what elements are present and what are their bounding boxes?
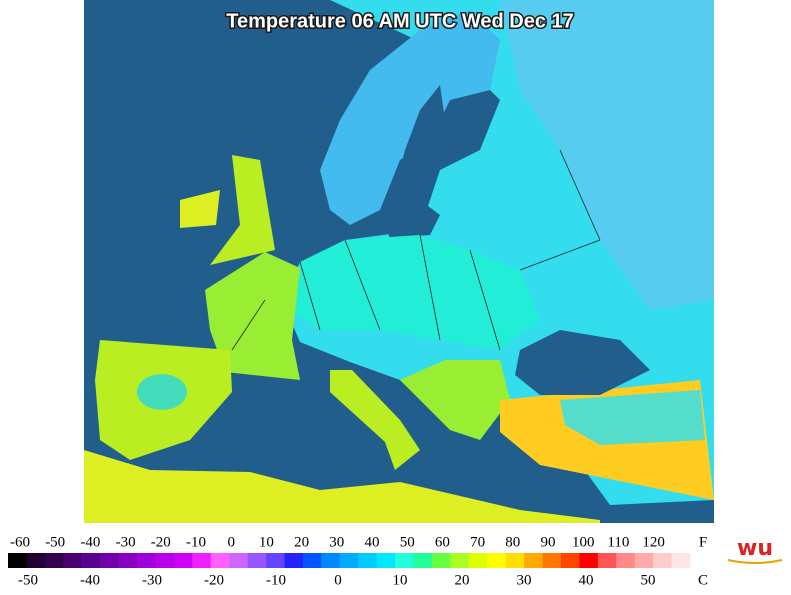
scale-swatch xyxy=(653,553,673,568)
scale-swatch xyxy=(247,553,267,568)
scale-swatch xyxy=(100,553,120,568)
fahrenheit-label: 40 xyxy=(365,534,380,550)
land-france xyxy=(205,252,300,380)
scale-swatch xyxy=(321,553,341,568)
fahrenheit-label: 90 xyxy=(541,534,556,550)
scale-swatch xyxy=(431,553,451,568)
scale-swatch xyxy=(81,553,101,568)
fahrenheit-label: 10 xyxy=(259,534,274,550)
scale-swatch xyxy=(376,553,396,568)
borders xyxy=(231,149,601,351)
scale-swatch xyxy=(302,553,322,568)
scale-swatch xyxy=(616,553,636,568)
celsius-label: -20 xyxy=(204,572,224,588)
fahrenheit-label: -50 xyxy=(45,534,65,550)
sea-black xyxy=(515,330,650,395)
land-britain xyxy=(210,155,275,265)
scale-swatch xyxy=(671,553,691,568)
fahrenheit-label: 100 xyxy=(572,534,595,550)
fahrenheit-unit: F xyxy=(699,534,707,550)
scale-swatch xyxy=(210,553,230,568)
land-balkans xyxy=(400,360,510,440)
scale-swatch xyxy=(450,553,470,568)
scale-swatch xyxy=(192,553,212,568)
land-iberia-interior xyxy=(137,374,187,410)
scale-swatch xyxy=(579,553,599,568)
fahrenheit-label: 120 xyxy=(642,534,665,550)
scale-swatch xyxy=(634,553,654,568)
celsius-label: 50 xyxy=(641,572,656,588)
scale-swatch xyxy=(8,553,27,568)
land-scandinavia xyxy=(320,10,500,225)
scale-swatch xyxy=(284,553,304,568)
fahrenheit-label: -10 xyxy=(186,534,206,550)
scale-swatch xyxy=(560,553,580,568)
celsius-label: 10 xyxy=(393,572,408,588)
land-central xyxy=(290,235,540,350)
fahrenheit-label: -20 xyxy=(151,534,171,550)
scale-swatch xyxy=(524,553,544,568)
celsius-label: 0 xyxy=(334,572,342,588)
celsius-label: -50 xyxy=(18,572,38,588)
fahrenheit-label: 60 xyxy=(435,534,450,550)
scale-swatch xyxy=(339,553,359,568)
celsius-label: 20 xyxy=(455,572,470,588)
scale-swatch xyxy=(413,553,433,568)
celsius-label: -30 xyxy=(142,572,162,588)
sea-baltic xyxy=(380,200,440,238)
fahrenheit-label: 50 xyxy=(400,534,415,550)
fahrenheit-label: -60 xyxy=(10,534,30,550)
scale-swatch xyxy=(542,553,562,568)
logo-text: wu xyxy=(737,536,773,561)
scale-swatch xyxy=(505,553,525,568)
celsius-label: -40 xyxy=(80,572,100,588)
scale-swatch xyxy=(173,553,193,568)
scale-swatch xyxy=(487,553,507,568)
map: Temperature 06 AM UTC Wed Dec 17 xyxy=(84,0,714,523)
scale-swatch xyxy=(118,553,138,568)
celsius-unit: C xyxy=(698,572,708,588)
scale-swatch xyxy=(358,553,378,568)
land-russia-north xyxy=(500,0,714,310)
fahrenheit-label: 30 xyxy=(329,534,344,550)
land-africa xyxy=(84,450,600,523)
celsius-label: 30 xyxy=(517,572,532,588)
fahrenheit-label: 80 xyxy=(505,534,520,550)
land-italy xyxy=(330,370,420,470)
sea-bothnia xyxy=(395,85,445,200)
scale-swatch xyxy=(468,553,488,568)
land-anatolia xyxy=(560,390,705,445)
color-scale: -60 -50 -40 -30 -20 -10 0 10 20 30 40 50 60 70 80 90 100… xyxy=(8,534,708,588)
scale-swatch xyxy=(44,553,64,568)
logo-swoosh xyxy=(727,559,783,564)
scale-swatch xyxy=(597,553,617,568)
logo: wu xyxy=(727,536,783,564)
fahrenheit-label: 20 xyxy=(294,534,309,550)
scale-swatch xyxy=(26,553,46,568)
fahrenheit-label: 110 xyxy=(607,534,629,550)
scale-swatch xyxy=(266,553,285,568)
fahrenheit-label: 0 xyxy=(227,534,235,550)
scale-swatch xyxy=(137,553,156,568)
fahrenheit-label: 70 xyxy=(470,534,485,550)
celsius-label: -10 xyxy=(266,572,286,588)
fahrenheit-label: -30 xyxy=(116,534,136,550)
scale-swatch xyxy=(229,553,249,568)
map-title: Temperature 06 AM UTC Wed Dec 17 xyxy=(226,10,574,32)
celsius-label: 40 xyxy=(579,572,594,588)
scale-swatch xyxy=(63,553,83,568)
scale-swatch xyxy=(155,553,175,568)
fahrenheit-label: -40 xyxy=(80,534,100,550)
land-ireland xyxy=(180,190,220,228)
scale-swatch xyxy=(395,553,415,568)
